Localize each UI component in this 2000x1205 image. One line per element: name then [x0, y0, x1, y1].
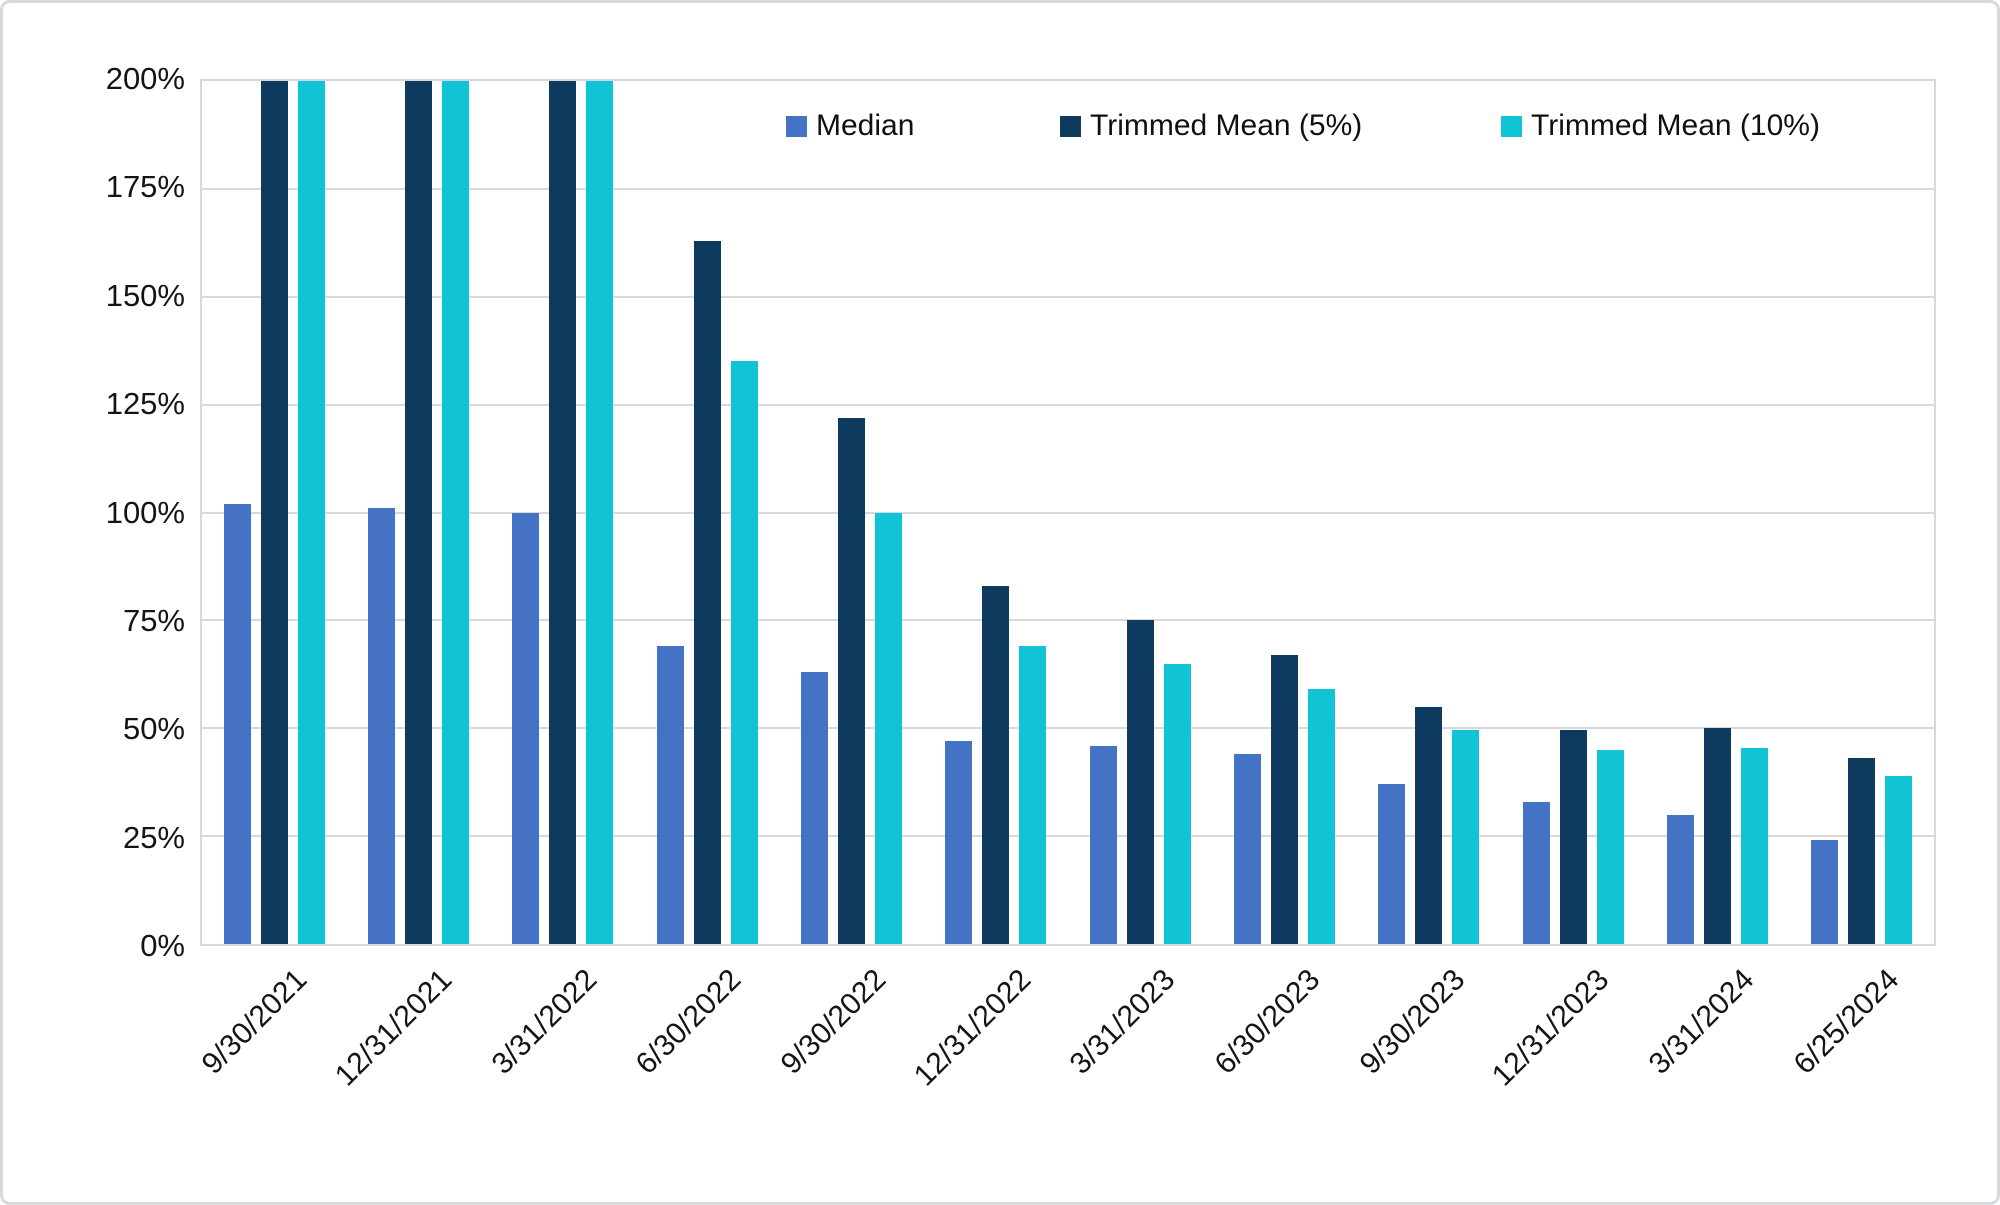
legend-label: Median [816, 109, 915, 142]
y-tick-label: 75% [122, 602, 185, 638]
x-axis-label: 3/31/2023 [1063, 963, 1182, 1081]
bar-group [635, 81, 779, 944]
x-axis-label: 12/31/2022 [907, 963, 1037, 1093]
bar-median [367, 508, 395, 944]
bar-group [202, 81, 346, 944]
bar-median [512, 512, 540, 944]
x-axis-label: 3/31/2022 [485, 963, 603, 1081]
bar-group [1068, 81, 1212, 944]
bar-median [800, 672, 828, 944]
bar-trimmed-mean-10 [1596, 749, 1624, 944]
x-axis-label: 9/30/2021 [195, 963, 314, 1081]
y-tick-label: 100% [105, 494, 185, 530]
bar-median [1811, 840, 1839, 944]
bar-group [924, 81, 1068, 944]
bar-trimmed-mean-5 [549, 81, 577, 944]
legend-swatch-icon [1060, 115, 1081, 137]
bar-trimmed-mean-10 [1740, 747, 1768, 944]
x-axis-label: 9/30/2022 [774, 963, 893, 1081]
bar-trimmed-mean-5 [837, 417, 865, 944]
bar-group [1212, 81, 1356, 944]
gridline [202, 187, 1934, 190]
bar-trimmed-mean-5 [1270, 654, 1298, 944]
x-axis-label: 12/31/2023 [1486, 963, 1616, 1093]
gridline [202, 511, 1934, 514]
y-tick-label: 0% [140, 928, 185, 963]
legend-item: Trimmed Mean (10%) [1501, 109, 1820, 143]
bar-trimmed-mean-10 [297, 81, 325, 944]
bar-trimmed-mean-10 [586, 81, 614, 944]
legend-swatch-icon [786, 115, 807, 137]
bar-trimmed-mean-10 [1885, 775, 1913, 944]
plot-area [200, 79, 1936, 946]
bar-median [1666, 814, 1694, 944]
gridline [202, 835, 1934, 838]
bar-group [346, 81, 490, 944]
bar-group [1357, 81, 1501, 944]
x-axis-label: 12/31/2021 [328, 963, 459, 1093]
bar-median [1089, 745, 1117, 944]
bar-trimmed-mean-5 [982, 585, 1010, 944]
bar-trimmed-mean-10 [730, 361, 758, 944]
legend-item: Median [786, 109, 914, 143]
bar-trimmed-mean-5 [404, 81, 432, 944]
x-axis-label: 9/30/2023 [1353, 963, 1471, 1081]
bar-median [945, 741, 973, 944]
x-axis-label: 6/30/2022 [629, 963, 748, 1081]
x-axis-label: 6/30/2023 [1208, 963, 1327, 1081]
bar-trimmed-mean-5 [260, 81, 288, 944]
bar-trimmed-mean-10 [874, 512, 902, 944]
legend-swatch-icon [1501, 115, 1522, 137]
bar-trimmed-mean-5 [1415, 706, 1443, 944]
legend-item: Trimmed Mean (5%) [1060, 109, 1362, 143]
bar-groups [202, 81, 1934, 944]
bar-trimmed-mean-5 [1126, 620, 1154, 944]
bar-trimmed-mean-10 [1307, 689, 1335, 944]
bar-trimmed-mean-5 [1559, 730, 1587, 944]
bar-trimmed-mean-10 [1163, 663, 1191, 944]
y-tick-label: 150% [105, 277, 185, 313]
x-axis-label: 3/31/2024 [1642, 963, 1761, 1081]
bar-group [1645, 81, 1789, 944]
y-tick-label: 125% [105, 386, 185, 422]
bar-trimmed-mean-10 [1452, 730, 1480, 944]
y-tick-label: 200% [105, 61, 185, 96]
x-axis-label: 6/25/2024 [1787, 963, 1905, 1081]
bar-median [1233, 754, 1261, 944]
gridline [202, 727, 1934, 730]
bar-trimmed-mean-5 [693, 240, 721, 944]
bar-median [1522, 801, 1550, 944]
legend-label: Trimmed Mean (5%) [1090, 109, 1363, 142]
y-tick-label: 175% [105, 169, 185, 205]
bar-trimmed-mean-10 [1019, 646, 1047, 944]
bar-trimmed-mean-5 [1703, 728, 1731, 944]
bar-group [491, 81, 635, 944]
bar-group [779, 81, 923, 944]
legend-label: Trimmed Mean (10%) [1531, 109, 1820, 142]
bar-median [1378, 784, 1406, 944]
y-tick-label: 25% [122, 819, 185, 855]
bar-median [223, 503, 251, 944]
bar-group [1790, 81, 1934, 944]
gridline [202, 295, 1934, 298]
bar-trimmed-mean-10 [441, 81, 469, 944]
y-tick-label: 50% [122, 711, 185, 747]
bar-median [656, 646, 684, 944]
gridline [202, 403, 1934, 406]
gridline [202, 619, 1934, 622]
bar-trimmed-mean-5 [1848, 758, 1876, 944]
bar-group [1501, 81, 1645, 944]
